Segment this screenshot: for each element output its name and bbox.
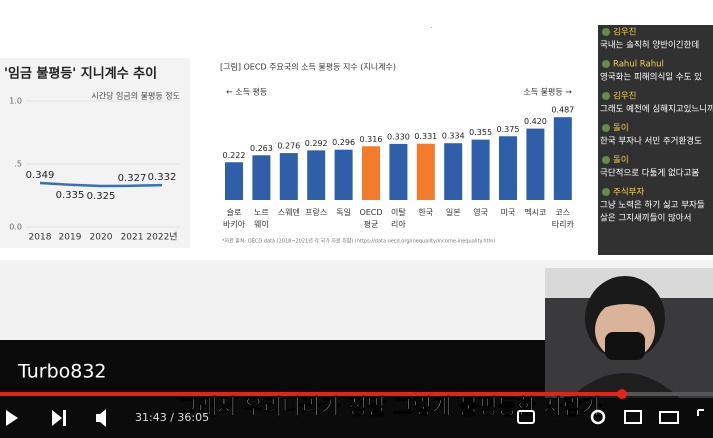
bar bbox=[307, 150, 326, 200]
x-tick-label: 한국 bbox=[418, 208, 433, 217]
webcam bbox=[545, 268, 713, 398]
settings-button[interactable] bbox=[590, 409, 606, 425]
bar bbox=[444, 143, 463, 200]
x-tick-label: 스웨덴 bbox=[278, 207, 300, 217]
chat-author: 돌이 bbox=[613, 123, 629, 134]
data-label: 0.375 bbox=[497, 125, 520, 134]
chat-author: 김우진 bbox=[613, 91, 636, 102]
bar bbox=[334, 149, 353, 200]
chart-title: '임금 불평등' 지니계수 추이 bbox=[4, 66, 157, 82]
bar bbox=[553, 117, 572, 200]
chat-message: 극단적으로 다툼게 없다고봄 bbox=[600, 168, 699, 179]
bar bbox=[252, 155, 271, 200]
chat-author: 김우진 bbox=[613, 27, 636, 38]
next-button[interactable] bbox=[52, 410, 66, 426]
chat-message: 살은 그지새끼들이 많아서 bbox=[600, 213, 691, 224]
chat-message: 그냥 노력은 하기 싫고 부자들 bbox=[600, 200, 705, 211]
subtitle: 그래서 우리나라가 정말 그렇게 불평등한 사람가 bbox=[179, 395, 603, 419]
y-tick-label: .5 bbox=[14, 160, 22, 169]
y-tick-label: 1.0 bbox=[9, 97, 22, 106]
bar bbox=[389, 143, 408, 200]
annotation: ← 소득 평등 bbox=[226, 87, 267, 97]
subtitles-button[interactable] bbox=[517, 410, 535, 424]
data-label: 0.349 bbox=[26, 170, 55, 181]
bar bbox=[471, 139, 490, 200]
chat-panel bbox=[598, 25, 713, 255]
dot: · bbox=[430, 24, 433, 33]
x-tick-label: 슬로 바키아 bbox=[223, 207, 246, 229]
chat-avatar bbox=[602, 28, 610, 36]
data-label: 0.327 bbox=[118, 173, 147, 184]
x-tick-label: 2021 bbox=[121, 233, 144, 243]
x-tick-label: 코스 타리카 bbox=[552, 208, 575, 229]
chat-author: Rahul Rahul bbox=[613, 60, 664, 70]
annotation: 소득 불평등 → bbox=[523, 87, 572, 97]
chat-message: 국내는 솔직히 양반이긴한데 bbox=[600, 40, 699, 51]
data-label: 0.334 bbox=[442, 132, 465, 141]
x-tick-label: 이탈 리아 bbox=[391, 207, 406, 229]
play-button[interactable] bbox=[6, 410, 18, 426]
bar bbox=[225, 162, 243, 200]
chart-title: [그림] OECD 주요국의 소득 불평등 지수 (지니계수) bbox=[220, 62, 396, 72]
data-label: 0.335 bbox=[56, 190, 85, 201]
x-tick-label: 프랑스 bbox=[305, 207, 327, 217]
bar bbox=[416, 143, 435, 200]
y-tick-label: 0.0 bbox=[9, 223, 22, 232]
bar bbox=[279, 153, 298, 200]
chat-avatar bbox=[602, 156, 610, 164]
data-label: 0.263 bbox=[250, 144, 273, 153]
x-tick-label: 영국 bbox=[473, 207, 488, 217]
data-label: 0.331 bbox=[414, 132, 437, 141]
data-label: 0.487 bbox=[551, 106, 574, 115]
data-label: 0.330 bbox=[387, 132, 410, 141]
chat-message: 한국 부자나 서민 주거환경도 bbox=[600, 136, 702, 147]
chat-author: 돌이 bbox=[613, 155, 629, 166]
x-tick-label: 멕시코 bbox=[524, 207, 546, 217]
fullscreen-button[interactable] bbox=[697, 409, 704, 416]
x-tick-label: 2019 bbox=[59, 233, 82, 243]
progress-played[interactable] bbox=[0, 392, 622, 396]
chat-message: 영국화는 피해의식일 수도 있 bbox=[600, 72, 702, 83]
chat-avatar bbox=[602, 92, 610, 100]
data-label: 0.325 bbox=[87, 191, 116, 202]
data-label: 0.276 bbox=[277, 142, 300, 151]
chat-avatar bbox=[602, 188, 610, 196]
x-tick-label: 일본 bbox=[446, 208, 461, 217]
miniplayer-button[interactable] bbox=[624, 410, 642, 424]
chat-avatar bbox=[602, 124, 610, 132]
data-label: 0.316 bbox=[360, 135, 383, 144]
x-tick-label: OECD 평균 bbox=[359, 208, 382, 229]
data-label: 0.296 bbox=[332, 138, 355, 147]
x-tick-label: 독일 bbox=[336, 208, 351, 217]
channel-name: Turbo832 bbox=[17, 361, 107, 383]
x-tick-label: 2018 bbox=[29, 233, 52, 243]
theater-button[interactable] bbox=[659, 411, 679, 424]
progress-handle[interactable] bbox=[617, 389, 627, 399]
volume-button[interactable] bbox=[96, 409, 106, 427]
x-tick-label: 노르 웨이 bbox=[254, 208, 269, 229]
data-label: 0.332 bbox=[148, 172, 177, 183]
x-tick-label: 2020 bbox=[90, 233, 113, 243]
chat-author: 주식부자 bbox=[613, 188, 644, 198]
chart-subtitle: 시간당 임금의 불평등 정도 bbox=[91, 91, 180, 101]
chat-message: 그래도 예전에 심해지고있느니까 bbox=[600, 104, 713, 115]
left-chart-bg bbox=[0, 58, 190, 248]
data-label: 0.292 bbox=[305, 139, 328, 148]
data-label: 0.222 bbox=[223, 151, 246, 160]
line bbox=[39, 181, 163, 188]
data-label: 0.355 bbox=[469, 128, 492, 137]
source-note: *자료 출처: OECD data (2018~2021년 각 국가 자료 취합… bbox=[222, 238, 495, 245]
bar bbox=[499, 136, 517, 200]
x-tick-label: 2022년 bbox=[146, 232, 177, 243]
data-label: 0.420 bbox=[524, 117, 547, 126]
bar bbox=[362, 146, 380, 200]
chat-avatar bbox=[602, 60, 610, 68]
time-display: 31:43 / 36:05 bbox=[135, 411, 209, 424]
bar bbox=[526, 128, 545, 200]
x-tick-label: 미국 bbox=[501, 208, 516, 217]
